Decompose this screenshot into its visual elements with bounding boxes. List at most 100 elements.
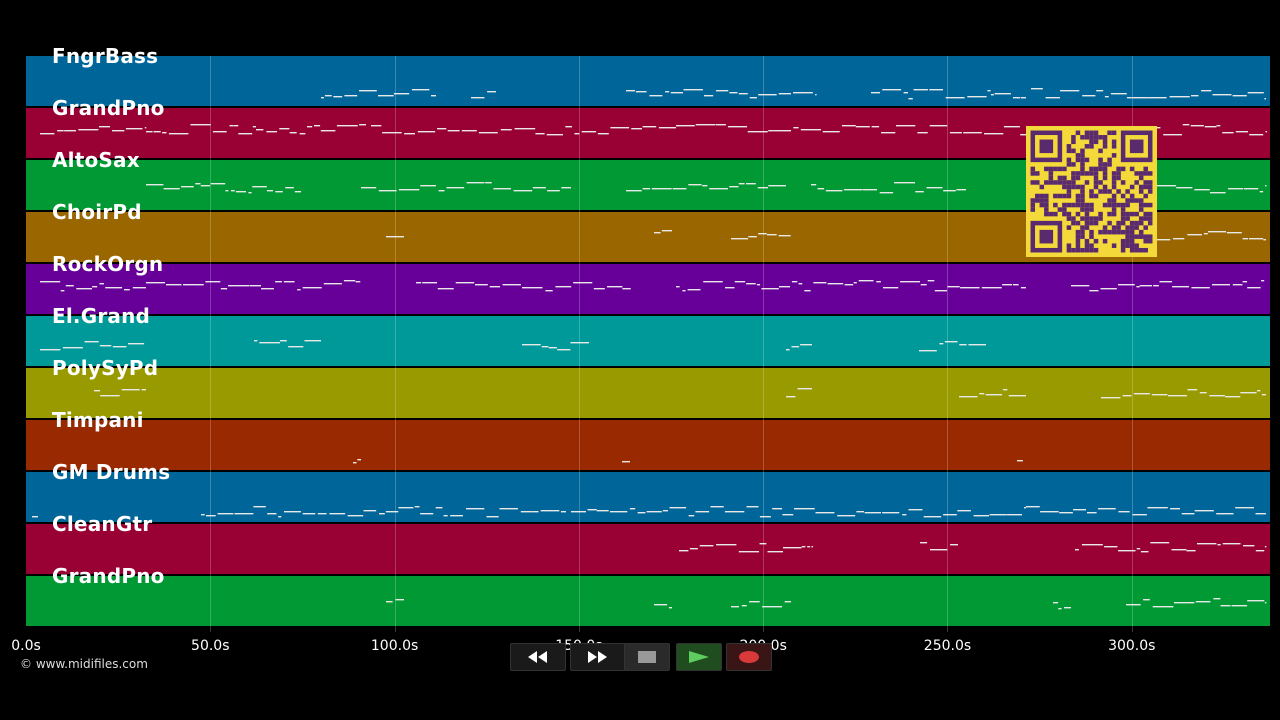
note: [228, 285, 249, 287]
note: [990, 94, 994, 96]
note: [1247, 600, 1265, 602]
note: [985, 394, 1003, 396]
note: [767, 234, 777, 236]
record-button[interactable]: [726, 643, 772, 671]
track-lane[interactable]: PolySyPd: [26, 356, 1270, 420]
note: [535, 133, 545, 135]
note: [548, 347, 557, 349]
note: [299, 133, 306, 135]
note: [689, 548, 698, 550]
note: [278, 516, 282, 518]
note-roll: [40, 340, 986, 352]
note: [738, 551, 759, 553]
track-lane[interactable]: FngrBass: [26, 44, 1270, 108]
note: [229, 125, 234, 127]
note: [489, 286, 500, 288]
note: [908, 509, 923, 511]
note: [642, 188, 651, 190]
note: [724, 511, 745, 513]
note: [249, 285, 261, 287]
note: [570, 342, 589, 344]
note: [927, 280, 935, 282]
note: [359, 90, 377, 92]
play-icon: [689, 651, 709, 663]
note: [1021, 97, 1026, 99]
note: [917, 132, 928, 134]
note: [1232, 284, 1243, 286]
note: [915, 191, 924, 193]
note: [794, 508, 815, 510]
note: [1232, 95, 1247, 97]
note: [746, 183, 756, 185]
fast-forward-button[interactable]: [570, 643, 626, 671]
note: [1040, 511, 1059, 513]
note: [749, 601, 760, 603]
note: [235, 191, 246, 193]
note: [60, 290, 65, 292]
note: [1147, 507, 1168, 509]
track-name-label: GM Drums: [52, 460, 171, 484]
note: [699, 545, 714, 547]
note: [466, 182, 485, 184]
note: [959, 344, 967, 346]
note: [210, 183, 226, 185]
track-lane[interactable]: RockOrgn: [26, 252, 1270, 316]
note: [791, 346, 800, 348]
note: [896, 125, 916, 127]
note: [446, 187, 465, 189]
time-tick-label: 100.0s: [370, 638, 419, 654]
note: [758, 233, 767, 235]
note: [1247, 287, 1261, 289]
note: [1002, 284, 1012, 286]
note: [879, 192, 894, 194]
note: [1235, 507, 1254, 509]
note: [695, 124, 716, 126]
note: [1118, 284, 1135, 286]
note: [1264, 602, 1267, 604]
track-lane[interactable]: El.Grand: [26, 304, 1270, 368]
note: [395, 599, 404, 601]
note: [727, 126, 748, 128]
note-roll: [386, 598, 1267, 610]
stop-icon: [638, 651, 656, 663]
note: [786, 396, 796, 398]
note: [502, 284, 521, 286]
note: [746, 283, 756, 285]
rewind-button[interactable]: [510, 643, 566, 671]
note: [546, 134, 563, 136]
note: [748, 236, 757, 238]
track-lane[interactable]: CleanGtr: [26, 512, 1270, 576]
note: [662, 510, 668, 512]
note: [1213, 598, 1221, 600]
play-button[interactable]: [676, 643, 722, 671]
note: [929, 89, 943, 91]
note: [757, 187, 768, 189]
track-lane[interactable]: GM Drums: [26, 460, 1270, 524]
note: [545, 290, 553, 292]
note: [302, 513, 316, 515]
note: [302, 287, 322, 289]
note: [1257, 390, 1261, 392]
note-roll: [321, 88, 1266, 100]
note: [261, 288, 274, 290]
note: [665, 91, 670, 93]
note: [811, 184, 817, 186]
track-lane[interactable]: Timpani: [26, 408, 1270, 472]
note: [762, 606, 783, 608]
note: [683, 89, 703, 91]
note: [455, 282, 475, 284]
note: [725, 287, 735, 289]
note: [443, 515, 448, 517]
note: [801, 546, 806, 548]
track-lane[interactable]: GrandPno: [26, 564, 1270, 628]
note: [1265, 185, 1267, 187]
note: [746, 506, 759, 508]
note: [414, 506, 420, 508]
stop-button[interactable]: [624, 643, 670, 671]
note: [929, 125, 948, 127]
note: [800, 129, 821, 131]
note: [1235, 131, 1248, 133]
note: [672, 188, 687, 190]
note: [749, 97, 757, 99]
note: [1136, 286, 1140, 288]
